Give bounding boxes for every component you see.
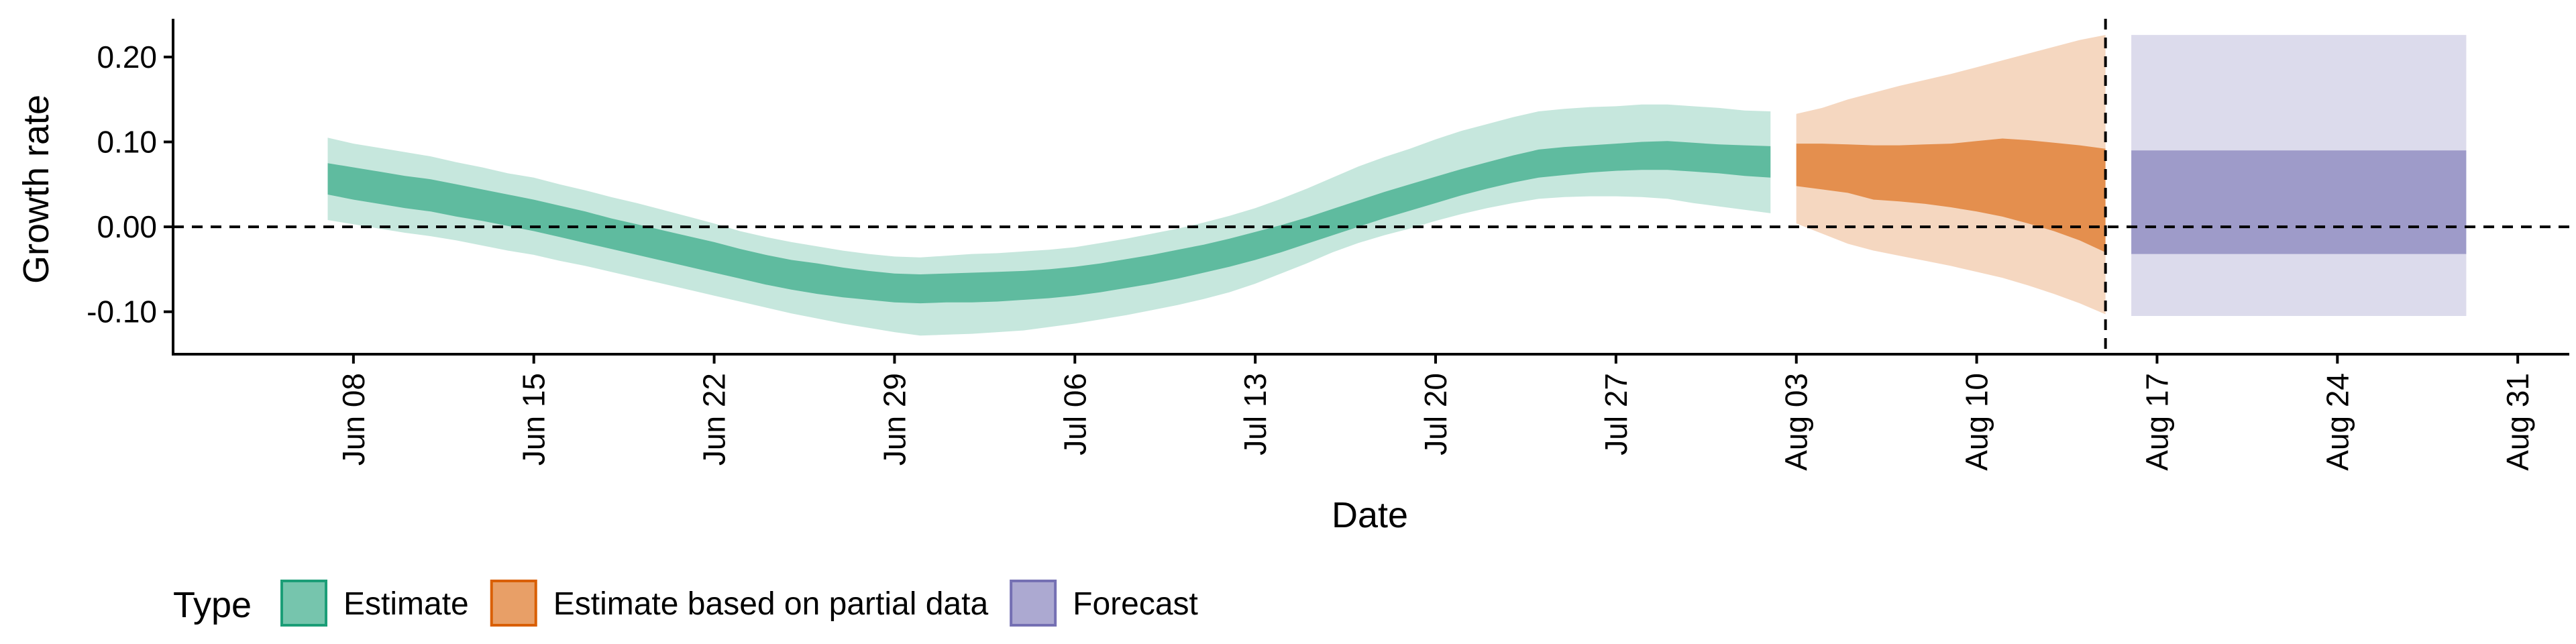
y-tick-label: 0.00 bbox=[97, 209, 157, 244]
y-axis-title: Growth rate bbox=[16, 95, 56, 284]
x-tick-label: Jun 15 bbox=[517, 373, 551, 466]
legend-item-forecast: Forecast bbox=[1010, 580, 1198, 627]
y-tick-label: 0.20 bbox=[97, 40, 157, 74]
legend-label-estimate: Estimate bbox=[343, 586, 469, 622]
x-axis-title: Date bbox=[1332, 495, 1408, 535]
legend-item-estimate-based-on-partial-data: Estimate based on partial data bbox=[490, 580, 989, 627]
legend-key-estimate-based-on-partial-data bbox=[490, 580, 537, 627]
plot-area bbox=[327, 35, 2467, 336]
x-tick-label: Jul 06 bbox=[1057, 373, 1092, 455]
x-tick-label: Aug 03 bbox=[1779, 373, 1814, 471]
y-tick-label: 0.10 bbox=[97, 125, 157, 160]
y-tick-label: -0.10 bbox=[87, 294, 157, 329]
x-tick-label: Jun 29 bbox=[877, 373, 912, 466]
legend-item-estimate: Estimate bbox=[280, 580, 469, 627]
axes bbox=[172, 19, 2569, 356]
x-tick-label: Aug 24 bbox=[2320, 373, 2355, 471]
band-50-estimate-based-on-partial-data bbox=[1796, 138, 2106, 253]
x-tick-label: Jun 08 bbox=[336, 373, 371, 466]
legend-label-forecast: Forecast bbox=[1073, 586, 1198, 622]
band-50-estimate bbox=[327, 141, 1771, 304]
x-axis-ticks: Jun 08 Jun 15 Jun 22 Jun 29 Jul 06 Jul 13 Jul … bbox=[336, 354, 2535, 471]
x-tick-label: Jun 22 bbox=[697, 373, 732, 466]
legend-title: Type bbox=[173, 585, 252, 625]
legend-key-forecast bbox=[1010, 580, 1057, 627]
x-tick-label: Aug 17 bbox=[2140, 373, 2175, 471]
legend-key-estimate bbox=[280, 580, 327, 627]
x-tick-label: Aug 10 bbox=[1960, 373, 1994, 471]
x-tick-label: Jul 27 bbox=[1599, 373, 1633, 455]
y-axis-ticks: -0.10 0.00 0.10 0.20 bbox=[87, 40, 173, 329]
legend: Type Estimate Estimate based on partial d… bbox=[173, 580, 1198, 627]
band-50-forecast bbox=[2131, 150, 2467, 254]
reference-lines bbox=[173, 19, 2569, 354]
legend-label-estimate-based-on-partial-data: Estimate based on partial data bbox=[553, 586, 989, 622]
x-tick-label: Jul 20 bbox=[1418, 373, 1453, 455]
band-90-estimate bbox=[327, 104, 1771, 336]
x-tick-label: Jul 13 bbox=[1238, 373, 1273, 455]
x-tick-label: Aug 31 bbox=[2500, 373, 2535, 471]
